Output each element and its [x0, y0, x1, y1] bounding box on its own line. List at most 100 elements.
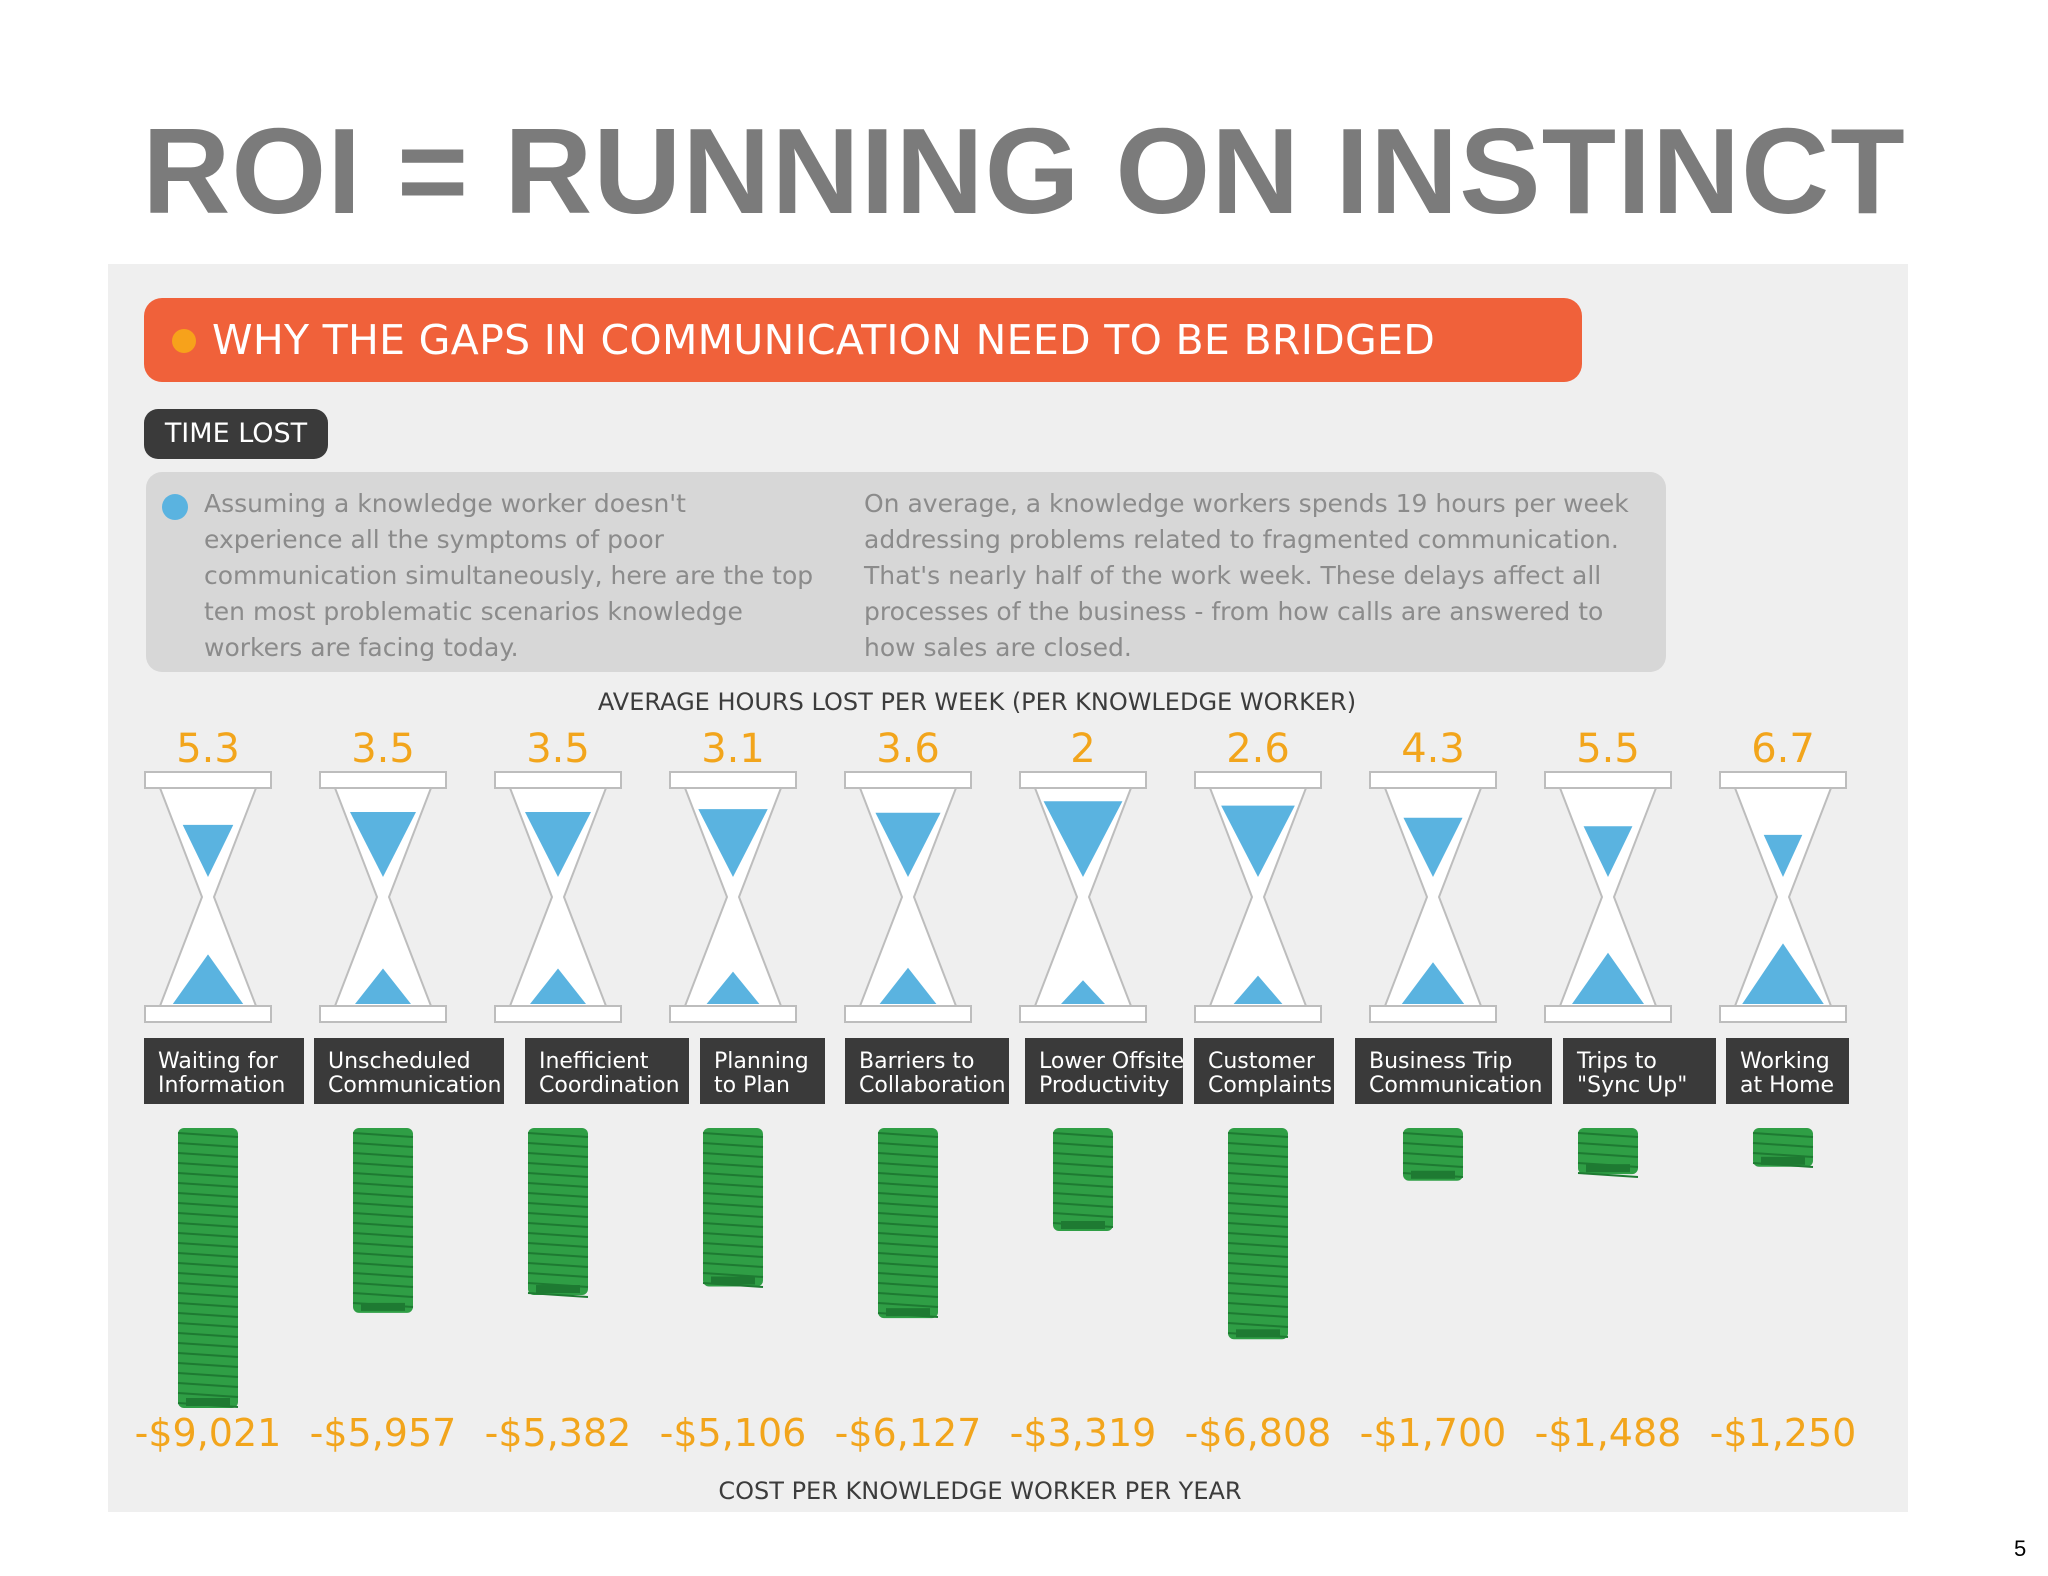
category-label-line: Waiting for [158, 1049, 279, 1074]
category-label-line: at Home [1740, 1073, 1834, 1098]
money-stack [177, 1128, 239, 1408]
top-sand [182, 824, 234, 877]
hourglass-top-cap [1194, 771, 1322, 789]
category-label-box [1025, 1038, 1183, 1104]
cost-value-label: -$1,488 [1535, 1411, 1682, 1455]
money-stack [352, 1128, 414, 1313]
category-label-line: Working [1740, 1049, 1830, 1074]
category-label-line: Customer [1208, 1049, 1316, 1074]
top-sand [1583, 826, 1633, 877]
description-box: Assuming a knowledge worker doesn't expe… [146, 472, 1666, 672]
hourglass-top-cap [844, 771, 972, 789]
money-stack [1052, 1128, 1114, 1232]
category-label-line: Communication [328, 1073, 501, 1098]
category-label-box [845, 1038, 1009, 1104]
hourglass-top-cap [1019, 771, 1147, 789]
category-label-line: Lower Offsite [1039, 1049, 1184, 1074]
category-label-line: "Sync Up" [1577, 1073, 1687, 1098]
hourglass-bottom-cap [1544, 1005, 1672, 1023]
bottom-sand [355, 968, 411, 1004]
top-sand [698, 809, 768, 877]
banner-text: WHY THE GAPS IN COMMUNICATION NEED TO BE… [212, 316, 1436, 364]
cost-value-label: -$6,127 [835, 1411, 982, 1455]
bullet-dot-icon [162, 494, 188, 520]
banner-dot-icon [172, 329, 196, 353]
cost-value-label: -$1,250 [1710, 1411, 1857, 1455]
top-axis-label: AVERAGE HOURS LOST PER WEEK (PER KNOWLED… [598, 688, 1356, 716]
category-label-line: Productivity [1039, 1073, 1169, 1098]
slide-title: ROI = RUNNING ON INSTINCT [142, 103, 1906, 239]
page-number: 5 [2014, 1536, 2027, 1561]
category-label-line: Unscheduled [328, 1049, 471, 1074]
hourglass-bottom-cap [144, 1005, 272, 1023]
bottom-sand [1742, 943, 1824, 1004]
bottom-sand [530, 968, 586, 1004]
hourglass-bottom-cap [319, 1005, 447, 1023]
money-stack [877, 1128, 939, 1319]
category-label-line: Business Trip [1369, 1049, 1512, 1074]
top-sand [350, 812, 416, 877]
hourglass-top-cap [319, 771, 447, 789]
category-label-line: Information [158, 1073, 285, 1098]
top-sand [875, 812, 941, 877]
category-label-line: Barriers to [859, 1049, 975, 1074]
hourglass-bottom-cap [1194, 1005, 1322, 1023]
hourglass-top-cap [1369, 771, 1497, 789]
hourglass-glass [1558, 787, 1658, 1007]
category-label-line: Trips to [1576, 1049, 1657, 1074]
hourglass-bottom-cap [1719, 1005, 1847, 1023]
hourglass-bottom-cap [844, 1005, 972, 1023]
hourglass-glass [1383, 787, 1483, 1007]
category-label-box [1355, 1038, 1552, 1104]
hourglass-top-cap [144, 771, 272, 789]
top-sand [1043, 801, 1123, 877]
category-label-box [144, 1038, 304, 1104]
hourglass-glass [1733, 787, 1833, 1007]
bottom-axis-label: COST PER KNOWLEDGE WORKER PER YEAR [718, 1477, 1241, 1505]
hourglass-glass [858, 787, 958, 1007]
category-label-line: Inefficient [539, 1049, 649, 1074]
hourglass-glass [508, 787, 608, 1007]
money-stack [527, 1128, 589, 1298]
hourglass-bottom-cap [669, 1005, 797, 1023]
hours-value-label: 6.7 [1751, 726, 1815, 772]
hourglass-glass [158, 787, 258, 1007]
cost-value-label: -$5,957 [310, 1411, 457, 1455]
top-sand [525, 812, 591, 877]
category-label-box [1726, 1038, 1849, 1104]
bottom-sand [706, 971, 760, 1004]
hourglass-glass [1208, 787, 1308, 1007]
category-label-line: Complaints [1208, 1073, 1332, 1098]
category-label-line: Communication [1369, 1073, 1542, 1098]
bottom-sand [879, 967, 937, 1004]
category-label-line: Planning [714, 1049, 809, 1074]
hourglass-top-cap [1544, 771, 1672, 789]
category-label-line: to Plan [714, 1073, 790, 1098]
top-sand [1763, 834, 1803, 877]
hours-value-label: 2.6 [1226, 726, 1290, 772]
description-right: On average, a knowledge workers spends 1… [864, 489, 1629, 662]
hourglass-top-cap [669, 771, 797, 789]
hours-value-label: 3.5 [351, 726, 415, 772]
cost-value-label: -$9,021 [135, 1411, 282, 1455]
cost-value-label: -$5,106 [660, 1411, 807, 1455]
hourglass-top-cap [494, 771, 622, 789]
bottom-sand [1401, 962, 1465, 1004]
category-label-box [700, 1038, 825, 1104]
hours-value-label: 5.3 [176, 726, 240, 772]
money-stack [1227, 1128, 1289, 1340]
category-label-box [525, 1038, 689, 1104]
money-stack [1752, 1128, 1814, 1168]
hourglass-top-cap [1719, 771, 1847, 789]
hourglass-bottom-cap [1019, 1005, 1147, 1023]
bottom-sand [1233, 975, 1283, 1004]
top-sand [1403, 817, 1463, 877]
hours-value-label: 3.5 [526, 726, 590, 772]
cost-value-label: -$6,808 [1185, 1411, 1332, 1455]
description-left: Assuming a knowledge worker doesn't expe… [204, 489, 814, 662]
bottom-sand [172, 954, 244, 1004]
bottom-sand [1061, 980, 1105, 1004]
hourglass-glass [1033, 787, 1133, 1007]
hours-value-label: 3.1 [701, 726, 765, 772]
